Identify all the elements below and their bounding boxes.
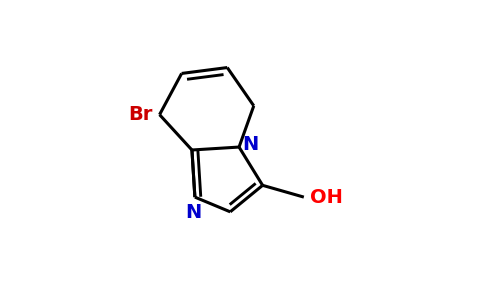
Text: N: N xyxy=(242,135,258,154)
Text: N: N xyxy=(185,203,201,222)
Text: OH: OH xyxy=(310,188,343,207)
Text: Br: Br xyxy=(128,105,152,124)
